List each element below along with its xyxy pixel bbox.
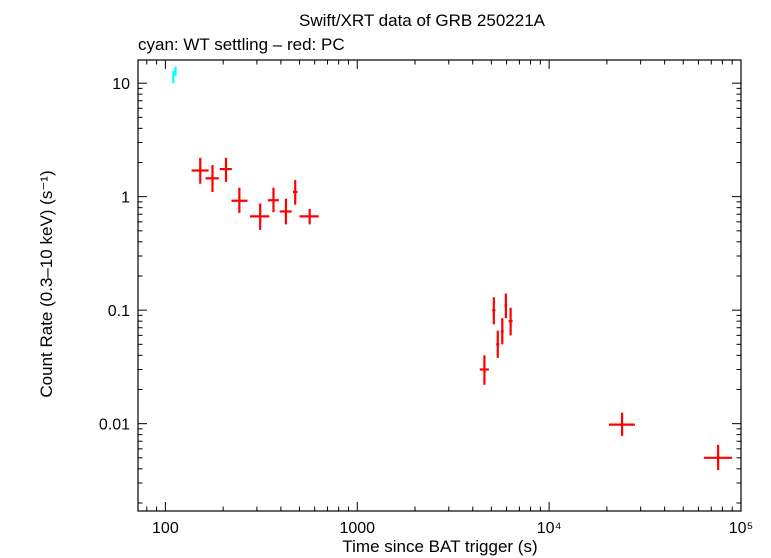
- chart-subtitle: cyan: WT settling – red: PC: [138, 35, 345, 54]
- data-point: [267, 187, 279, 213]
- data-point: [703, 444, 733, 471]
- y-tick-label: 1: [121, 190, 130, 207]
- data-point: [279, 198, 292, 225]
- axis-ticks: 100 1000 10⁴ 10⁵ 10 1 0.1 0.01: [99, 60, 753, 537]
- chart-title: Swift/XRT data of GRB 250221A: [299, 11, 546, 30]
- data-point: [608, 412, 635, 436]
- data-point: [508, 307, 513, 336]
- data-points: [172, 66, 733, 471]
- data-point: [492, 297, 496, 325]
- data-point: [172, 70, 175, 84]
- data-point: [479, 355, 489, 385]
- x-axis-label: Time since BAT trigger (s): [342, 537, 537, 556]
- data-point: [292, 180, 298, 205]
- data-point: [496, 330, 500, 358]
- data-point: [219, 157, 232, 182]
- plot-frame: [137, 59, 742, 512]
- data-point: [299, 208, 319, 225]
- data-point: [249, 203, 270, 230]
- data-point: [174, 66, 177, 76]
- data-point: [504, 293, 508, 319]
- data-point: [191, 157, 209, 184]
- data-point: [500, 318, 504, 345]
- data-point: [231, 187, 248, 213]
- y-tick-label: 10: [112, 76, 130, 93]
- data-point: [205, 165, 219, 192]
- x-tick-label: 10⁴: [537, 520, 562, 537]
- x-tick-label: 100: [152, 520, 179, 537]
- y-axis-label: Count Rate (0.3–10 keV) (s⁻¹): [37, 170, 56, 397]
- x-tick-label: 10⁵: [729, 520, 753, 537]
- y-tick-label: 0.1: [108, 303, 130, 320]
- y-tick-label: 0.01: [99, 417, 130, 434]
- x-tick-label: 1000: [339, 520, 375, 537]
